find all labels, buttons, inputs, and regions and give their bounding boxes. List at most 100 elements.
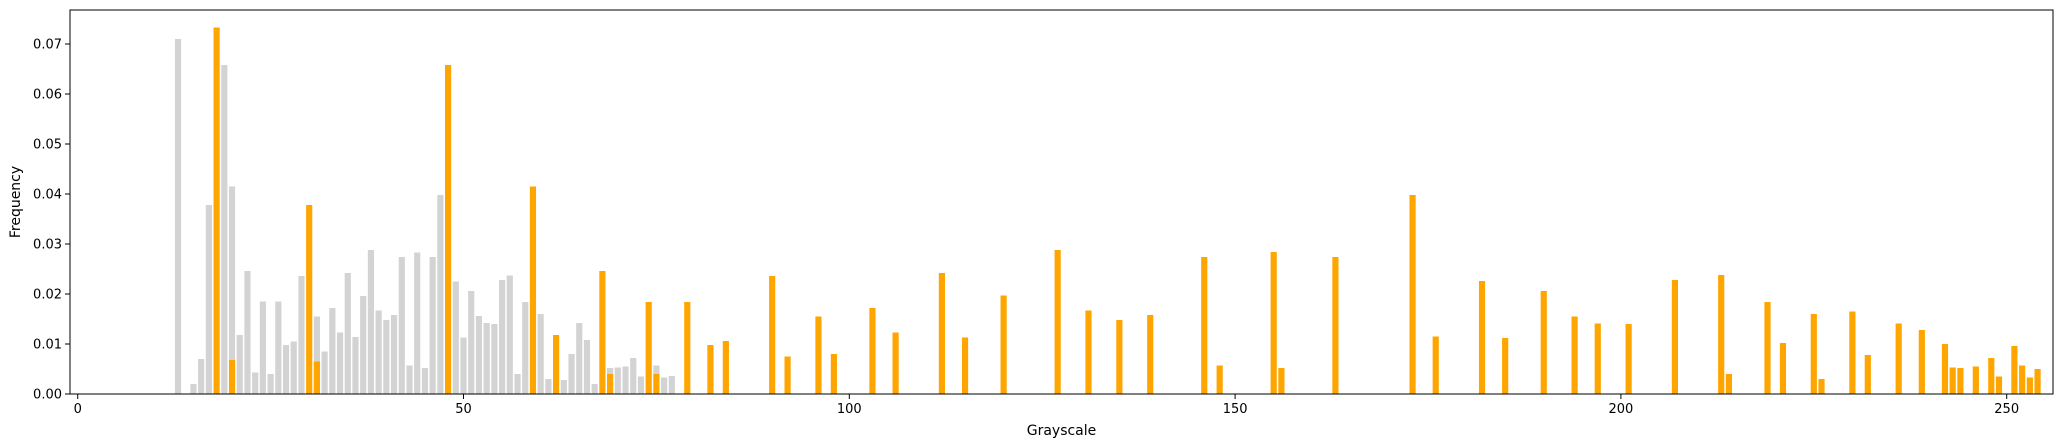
bar: [591, 384, 598, 394]
bar: [553, 335, 560, 394]
bar: [661, 377, 668, 394]
bar: [2019, 365, 2026, 394]
bar: [529, 186, 537, 394]
bar: [560, 380, 567, 394]
bar: [599, 271, 606, 394]
bar: [313, 361, 320, 394]
bar: [576, 323, 583, 394]
bar: [938, 273, 945, 394]
bar: [769, 276, 776, 394]
bar: [390, 315, 398, 394]
bar: [228, 360, 236, 394]
y-axis-label: Frequency: [8, 166, 24, 238]
y-tick-label: 0.05: [33, 138, 62, 153]
bar: [1818, 379, 1825, 394]
bar: [475, 316, 483, 394]
bar: [1725, 374, 1733, 394]
bar: [583, 340, 591, 394]
bar: [2026, 377, 2033, 394]
bar: [630, 358, 637, 394]
bar: [1409, 195, 1416, 394]
y-tick-label: 0.00: [33, 388, 62, 403]
bar: [383, 320, 390, 394]
bar: [522, 302, 529, 394]
bar: [722, 341, 729, 394]
y-tick-label: 0.07: [33, 38, 62, 53]
bar: [506, 275, 513, 394]
bar: [1054, 250, 1061, 394]
bar: [228, 186, 236, 394]
bar: [174, 39, 182, 394]
bar: [344, 273, 351, 394]
bar: [259, 301, 266, 394]
bar: [1571, 316, 1578, 394]
bar: [483, 323, 490, 394]
bar: [1995, 376, 2003, 394]
bar: [290, 341, 297, 394]
x-tick-label: 0: [74, 402, 82, 417]
bar: [360, 296, 367, 394]
bar: [367, 250, 375, 394]
bar: [1849, 311, 1856, 394]
bar: [445, 65, 452, 394]
bar: [1625, 324, 1632, 394]
bar: [491, 324, 498, 394]
bar: [1988, 358, 1995, 394]
bar: [784, 356, 791, 394]
plot-frame: [69, 9, 2054, 395]
bar: [622, 366, 629, 394]
y-tick-label: 0.06: [33, 88, 62, 103]
bar: [1000, 295, 1007, 394]
bar: [815, 316, 822, 394]
x-axis-ticks: 0 50 100 150 200 250: [74, 394, 2019, 417]
y-axis-ticks: 0.00 0.01 0.02 0.03 0.04 0.05 0.06 0.07: [33, 38, 70, 403]
bar: [1779, 343, 1787, 394]
bar: [653, 374, 660, 394]
bar: [221, 65, 228, 394]
bar: [306, 205, 313, 394]
bar: [452, 281, 459, 394]
bar: [313, 316, 320, 394]
x-tick-label: 250: [1994, 402, 2019, 417]
bar: [1957, 368, 1964, 394]
x-tick-label: 50: [455, 402, 472, 417]
bar: [267, 374, 274, 394]
x-tick-label: 150: [1223, 402, 1248, 417]
bar: [205, 205, 212, 394]
bar: [1918, 330, 1925, 394]
bar: [545, 379, 552, 394]
bar: [637, 376, 645, 394]
bar: [830, 354, 837, 394]
bar: [298, 276, 305, 394]
bar: [2011, 346, 2018, 394]
bar: [406, 365, 413, 394]
bar: [499, 280, 506, 394]
bar: [1332, 257, 1339, 394]
bar: [1949, 367, 1956, 394]
bar: [707, 345, 714, 394]
bar: [421, 368, 429, 394]
bar: [398, 257, 405, 394]
bar: [1216, 365, 1223, 394]
bar: [1278, 368, 1285, 394]
bar: [869, 308, 876, 394]
y-tick-label: 0.04: [33, 188, 62, 203]
y-tick-label: 0.03: [33, 238, 62, 253]
bar: [568, 354, 575, 394]
bar: [1895, 323, 1902, 394]
bar: [1540, 291, 1547, 394]
bar: [352, 337, 359, 394]
bar: [1432, 336, 1439, 394]
x-tick-label: 200: [1608, 402, 1633, 417]
bar: [892, 332, 899, 394]
bar: [614, 367, 621, 394]
bar: [429, 257, 436, 394]
bar: [1671, 280, 1678, 394]
bar: [1201, 257, 1208, 394]
bar: [336, 332, 344, 394]
bar: [684, 302, 691, 394]
bar: [414, 252, 421, 394]
x-axis-label: Grayscale: [1027, 423, 1097, 439]
bar: [460, 337, 467, 394]
